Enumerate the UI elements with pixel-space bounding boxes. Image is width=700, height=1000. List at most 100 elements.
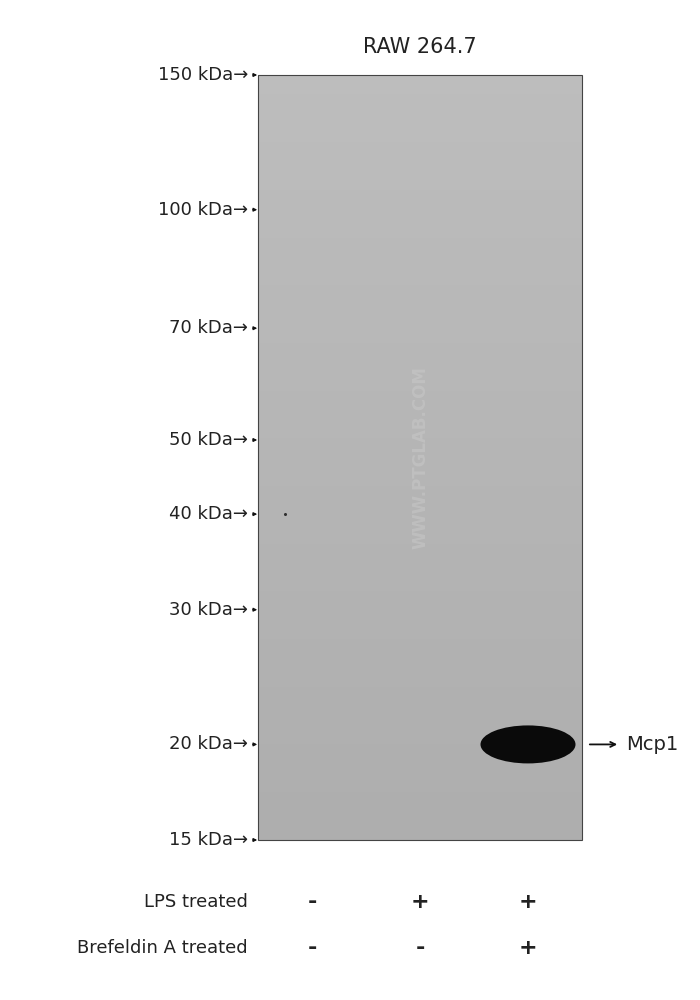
Bar [258,811,582,821]
Text: 30 kDa→: 30 kDa→ [169,601,248,619]
Bar [258,190,582,199]
Bar [258,505,582,515]
Bar [258,362,582,371]
Text: +: + [411,892,429,912]
Bar [258,276,582,285]
Bar [258,649,582,658]
Bar [258,75,582,85]
Bar [258,75,582,840]
Bar [258,591,582,601]
Bar [258,304,582,314]
Text: 150 kDa→: 150 kDa→ [158,66,248,84]
Bar [258,706,582,716]
Bar [258,630,582,639]
Bar [258,534,582,544]
Bar [258,515,582,524]
Bar [258,123,582,132]
Bar [258,658,582,668]
Text: -: - [415,938,425,958]
Bar [258,429,582,438]
Bar [258,238,582,247]
Bar [258,391,582,400]
Text: 70 kDa→: 70 kDa→ [169,319,248,337]
Bar [258,477,582,486]
Text: RAW 264.7: RAW 264.7 [363,37,477,57]
Text: 15 kDa→: 15 kDa→ [169,831,248,849]
Bar [258,400,582,410]
Bar [258,496,582,505]
Text: Mcp1: Mcp1 [626,735,678,754]
Bar [258,448,582,458]
Bar [258,257,582,266]
Bar [258,228,582,238]
Bar [258,324,582,333]
Text: WWW.PTGLAB.COM: WWW.PTGLAB.COM [411,366,429,549]
Bar [258,381,582,391]
Bar [258,802,582,811]
Bar [258,467,582,477]
Bar [258,151,582,161]
Bar [258,199,582,209]
Bar [258,410,582,419]
Bar [258,218,582,228]
Text: +: + [519,938,538,958]
Bar [258,458,582,467]
Text: 100 kDa→: 100 kDa→ [158,201,248,219]
Bar [258,371,582,381]
Bar [258,209,582,218]
Bar [258,601,582,610]
Bar [258,333,582,343]
Bar [258,572,582,582]
Bar [258,142,582,151]
Text: -: - [307,938,316,958]
Text: Brefeldin A treated: Brefeldin A treated [78,939,248,957]
Bar [258,553,582,563]
Bar [258,104,582,113]
Bar [258,524,582,534]
Bar [258,821,582,830]
Bar [258,266,582,276]
Bar [258,610,582,620]
Bar [258,830,582,840]
Bar [258,783,582,792]
Bar [258,677,582,687]
Bar [258,247,582,257]
Bar [258,94,582,104]
Text: LPS treated: LPS treated [144,893,248,911]
Bar [258,744,582,754]
Bar [258,113,582,123]
Bar [258,132,582,142]
Ellipse shape [480,725,575,763]
Bar [258,773,582,783]
Bar [258,419,582,429]
Bar [258,295,582,304]
Bar [258,352,582,362]
Bar [258,161,582,171]
Text: -: - [307,892,316,912]
Bar [258,697,582,706]
Text: +: + [519,892,538,912]
Bar [258,314,582,324]
Bar [258,343,582,352]
Bar [258,180,582,190]
Bar [258,85,582,94]
Bar [258,544,582,553]
Bar [258,582,582,591]
Bar [258,716,582,725]
Bar [258,687,582,697]
Bar [258,620,582,630]
Bar [258,792,582,802]
Bar [258,563,582,572]
Bar [258,668,582,677]
Bar [258,486,582,496]
Bar [258,754,582,764]
Bar [258,438,582,448]
Bar [258,735,582,744]
Bar [258,764,582,773]
Text: 20 kDa→: 20 kDa→ [169,735,248,753]
Bar [258,171,582,180]
Bar [258,639,582,649]
Text: 40 kDa→: 40 kDa→ [169,505,248,523]
Bar [258,285,582,295]
Text: 50 kDa→: 50 kDa→ [169,431,248,449]
